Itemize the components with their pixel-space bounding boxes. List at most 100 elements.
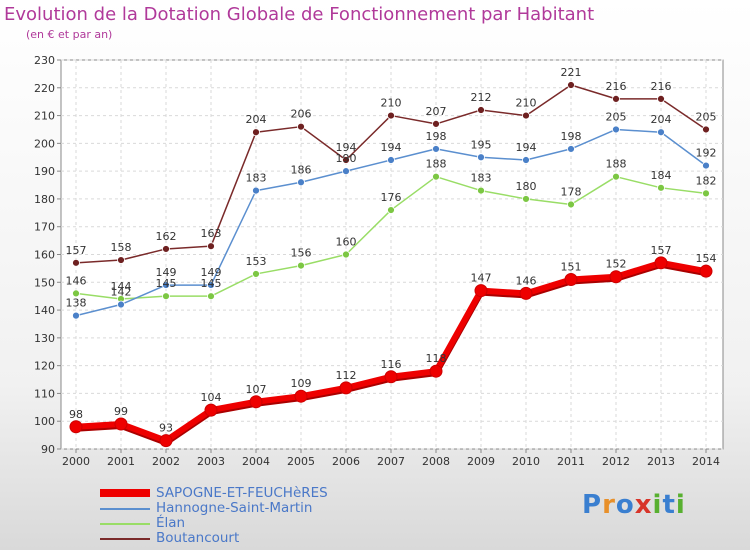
data-point[interactable] [72,289,80,298]
data-point[interactable] [162,281,170,289]
y-tick-label: 150 [34,276,55,289]
data-point[interactable] [522,195,530,203]
data-label: 205 [696,110,717,123]
data-label: 180 [516,180,537,193]
data-label: 142 [111,286,132,299]
legend-item-sapogne[interactable]: SAPOGNE-ET-FEUCHèRES [100,486,328,501]
data-point[interactable] [117,300,125,309]
data-point[interactable] [72,258,80,267]
data-point[interactable] [477,153,485,162]
data-point[interactable] [162,245,170,253]
data-point[interactable] [252,186,260,195]
logo-letter: x [634,490,653,520]
data-point[interactable] [477,106,485,114]
data-point[interactable] [702,189,710,198]
data-point[interactable] [432,145,440,153]
data-point[interactable] [432,120,440,128]
data-point[interactable] [432,172,440,181]
data-label: 153 [246,255,267,268]
y-tick-label: 220 [34,82,55,95]
data-point[interactable] [252,270,260,278]
legend-item-boutancourt[interactable]: Boutancourt [100,531,328,546]
data-label: 107 [246,383,267,396]
data-label: 157 [66,244,87,257]
data-point[interactable] [387,206,395,214]
data-point[interactable] [294,389,308,403]
x-axis: 2000 2001 2002 2003 2004 2005 2006 2007 2008 2009… [62,449,720,468]
data-point[interactable] [657,183,665,192]
data-point[interactable] [342,250,350,259]
data-label: 145 [156,277,177,290]
data-point[interactable] [657,128,665,137]
data-point[interactable] [612,125,620,134]
data-point[interactable] [612,172,620,181]
data-point[interactable] [567,145,575,153]
legend-label-hannogne: Hannogne-Saint-Martin [156,500,313,516]
legend-item-hannogne[interactable]: Hannogne-Saint-Martin [100,501,328,516]
data-label: 156 [291,247,312,260]
x-tick-label: 2003 [197,455,225,468]
data-point[interactable] [567,200,575,209]
data-point[interactable] [564,273,578,287]
data-point[interactable] [522,111,530,120]
data-point[interactable] [699,264,713,278]
y-tick-label: 100 [34,415,55,428]
data-point[interactable] [657,95,665,103]
data-point[interactable] [567,81,575,89]
x-tick-label: 2009 [467,455,495,468]
data-point[interactable] [519,286,533,300]
data-point[interactable] [252,128,260,137]
data-label: 160 [336,236,357,249]
data-point[interactable] [384,370,398,384]
data-point[interactable] [297,122,305,131]
data-point[interactable] [72,311,80,320]
legend-label-boutancourt: Boutancourt [156,530,240,546]
data-point[interactable] [387,156,395,164]
data-point[interactable] [474,284,488,298]
data-point[interactable] [609,270,623,284]
data-point[interactable] [249,395,263,409]
data-label: 184 [651,169,672,182]
data-point[interactable] [204,403,218,417]
data-point[interactable] [114,417,128,431]
data-point[interactable] [159,434,173,448]
y-tick-label: 110 [34,387,55,400]
y-tick-label: 170 [34,221,55,234]
data-point[interactable] [429,364,443,378]
data-point[interactable] [297,261,305,270]
data-label: 146 [516,274,537,287]
data-label: 178 [561,185,582,198]
data-point[interactable] [117,256,125,264]
data-point[interactable] [162,292,170,301]
data-labels: 157 158 162 163 204 206 194 210 207 212 210 221 216 2… [66,66,717,435]
data-point[interactable] [342,156,350,164]
x-tick-label: 2011 [557,455,585,468]
y-tick-label: 200 [34,137,55,150]
data-label: 118 [426,352,447,365]
data-point[interactable] [702,125,710,134]
logo-letter: P [582,490,603,520]
data-point[interactable] [654,256,668,270]
data-point[interactable] [207,281,215,289]
data-label: 144 [111,280,132,293]
y-tick-label: 210 [34,110,55,123]
data-label: 183 [471,172,492,185]
y-tick-label: 180 [34,193,55,206]
legend-item-elan[interactable]: Élan [100,516,328,531]
data-label: 157 [651,244,672,257]
data-point[interactable] [297,178,305,187]
data-label: 188 [606,158,627,171]
data-point[interactable] [702,161,710,170]
logo-letter: i [675,490,686,520]
data-point[interactable] [522,156,530,164]
data-point[interactable] [342,167,350,176]
data-label: 98 [69,408,83,421]
data-point[interactable] [207,292,215,301]
data-point[interactable] [477,186,485,195]
data-point[interactable] [387,111,395,120]
data-point[interactable] [207,242,215,251]
data-point[interactable] [339,381,353,395]
data-point[interactable] [612,95,620,103]
data-point[interactable] [69,420,83,434]
